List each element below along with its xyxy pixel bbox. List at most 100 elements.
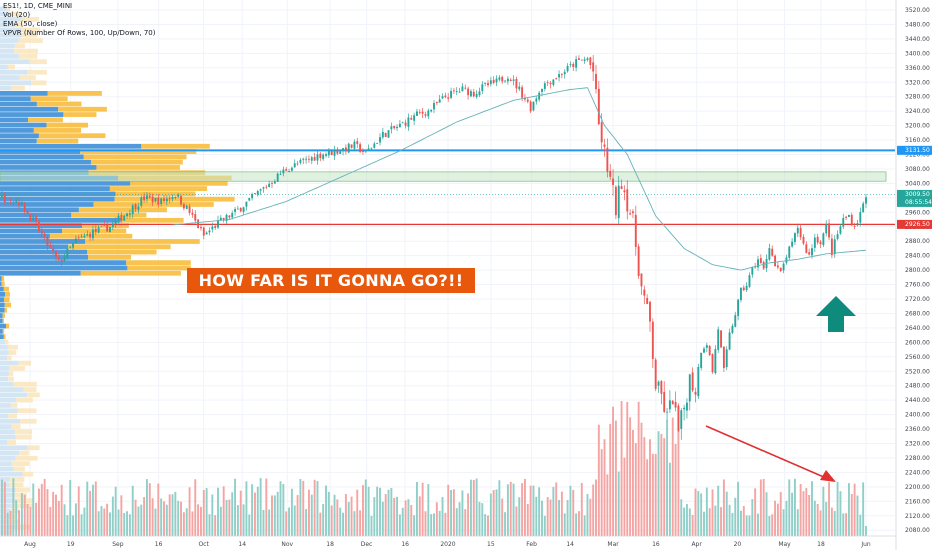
candle-body bbox=[83, 235, 86, 238]
volume-bar bbox=[165, 504, 168, 536]
volume-bar bbox=[734, 497, 737, 536]
candle-body bbox=[168, 198, 171, 200]
vpvr-row-up bbox=[0, 244, 69, 250]
vpvr-row-down bbox=[36, 138, 79, 144]
volume-bar bbox=[717, 485, 720, 536]
volume-bar bbox=[262, 509, 265, 536]
candle-body bbox=[637, 246, 640, 277]
candle-body bbox=[23, 202, 26, 212]
volume-bar bbox=[546, 497, 549, 536]
volume-bar bbox=[515, 506, 518, 536]
volume-indicator-line: Vol (20) bbox=[3, 11, 31, 19]
volume-bar bbox=[43, 478, 46, 536]
price-tick-label: 3440.00 bbox=[905, 36, 930, 43]
volume-bar bbox=[26, 504, 29, 536]
candle-body bbox=[680, 410, 683, 429]
candle-body bbox=[472, 91, 475, 97]
candle-body bbox=[327, 150, 330, 156]
vpvr-row-down bbox=[78, 207, 167, 213]
candle-body bbox=[342, 148, 345, 152]
candle-body bbox=[487, 83, 489, 86]
volume-bar bbox=[359, 510, 362, 536]
candle-body bbox=[688, 374, 691, 402]
candle-body bbox=[512, 79, 515, 81]
vpvr-row-up bbox=[0, 360, 19, 366]
candle-body bbox=[526, 99, 529, 102]
candle-body bbox=[49, 244, 52, 248]
volume-bar bbox=[285, 511, 288, 536]
candle-body bbox=[600, 122, 603, 143]
candle-body bbox=[441, 96, 444, 99]
vpvr-row-down bbox=[96, 165, 180, 170]
downtrend-arrow-line bbox=[705, 425, 827, 479]
vpvr-row-down bbox=[80, 270, 181, 276]
candle-body bbox=[103, 224, 106, 226]
vpvr-row-down bbox=[4, 302, 12, 308]
candle-body bbox=[714, 349, 717, 374]
volume-bar bbox=[151, 498, 154, 536]
candle-body bbox=[69, 246, 72, 248]
candle-body bbox=[816, 236, 819, 243]
candle-body bbox=[57, 257, 60, 260]
volume-bar bbox=[236, 505, 239, 536]
candle-body bbox=[222, 217, 225, 220]
volume-bar bbox=[259, 478, 262, 536]
volume-bar bbox=[23, 494, 26, 536]
vpvr-row-up bbox=[0, 440, 8, 445]
vpvr-row-down bbox=[8, 371, 14, 377]
volume-bar bbox=[66, 515, 69, 536]
candle-body bbox=[396, 126, 399, 129]
vpvr-row-up bbox=[0, 112, 64, 117]
vpvr-row-down bbox=[3, 286, 9, 292]
volume-bar bbox=[776, 503, 779, 536]
volume-bar bbox=[762, 479, 765, 536]
candle-body bbox=[336, 150, 339, 154]
vpvr-row-up bbox=[0, 286, 4, 292]
volume-bar bbox=[745, 515, 748, 536]
candle-body bbox=[290, 167, 293, 171]
candle-body bbox=[313, 157, 316, 161]
volume-bar bbox=[387, 489, 390, 536]
candle-body bbox=[492, 79, 495, 83]
candle-body bbox=[572, 63, 575, 67]
volume-bar bbox=[455, 508, 458, 536]
volume-bar bbox=[464, 509, 467, 536]
volume-bar bbox=[231, 492, 234, 536]
volume-bar bbox=[433, 513, 435, 536]
candle-body bbox=[381, 131, 384, 138]
candle-body bbox=[37, 221, 40, 231]
vpvr-row-up bbox=[0, 106, 59, 112]
candle-body bbox=[640, 273, 643, 287]
vpvr-row-up bbox=[0, 455, 16, 461]
vpvr-row-up bbox=[0, 381, 14, 387]
vpvr-row-up bbox=[0, 180, 131, 186]
vpvr-row-down bbox=[141, 143, 210, 149]
candle-body bbox=[97, 227, 100, 233]
candle-body bbox=[182, 204, 185, 209]
volume-bar bbox=[467, 493, 470, 536]
candle-body bbox=[722, 346, 725, 368]
candle-body bbox=[583, 59, 586, 61]
volume-bar bbox=[450, 490, 453, 536]
candle-body bbox=[822, 233, 825, 246]
volume-bar bbox=[296, 495, 299, 536]
vpvr-row-up bbox=[0, 434, 16, 440]
candle-body bbox=[15, 201, 18, 203]
volume-bar bbox=[74, 503, 77, 536]
vpvr-row-down bbox=[10, 477, 25, 482]
candle-body bbox=[757, 259, 759, 268]
candle-body bbox=[74, 238, 77, 243]
candle-body bbox=[447, 97, 450, 99]
volume-bar bbox=[77, 486, 80, 536]
volume-bar bbox=[566, 499, 569, 536]
volume-bar bbox=[606, 474, 609, 536]
volume-bar bbox=[305, 509, 308, 536]
candle-body bbox=[731, 325, 734, 333]
time-tick-label: Sep bbox=[112, 541, 124, 548]
candle-body bbox=[768, 248, 771, 260]
volume-bar bbox=[782, 509, 785, 536]
candle-body bbox=[91, 229, 94, 239]
candle-body bbox=[208, 230, 211, 233]
volume-bar bbox=[742, 505, 745, 536]
